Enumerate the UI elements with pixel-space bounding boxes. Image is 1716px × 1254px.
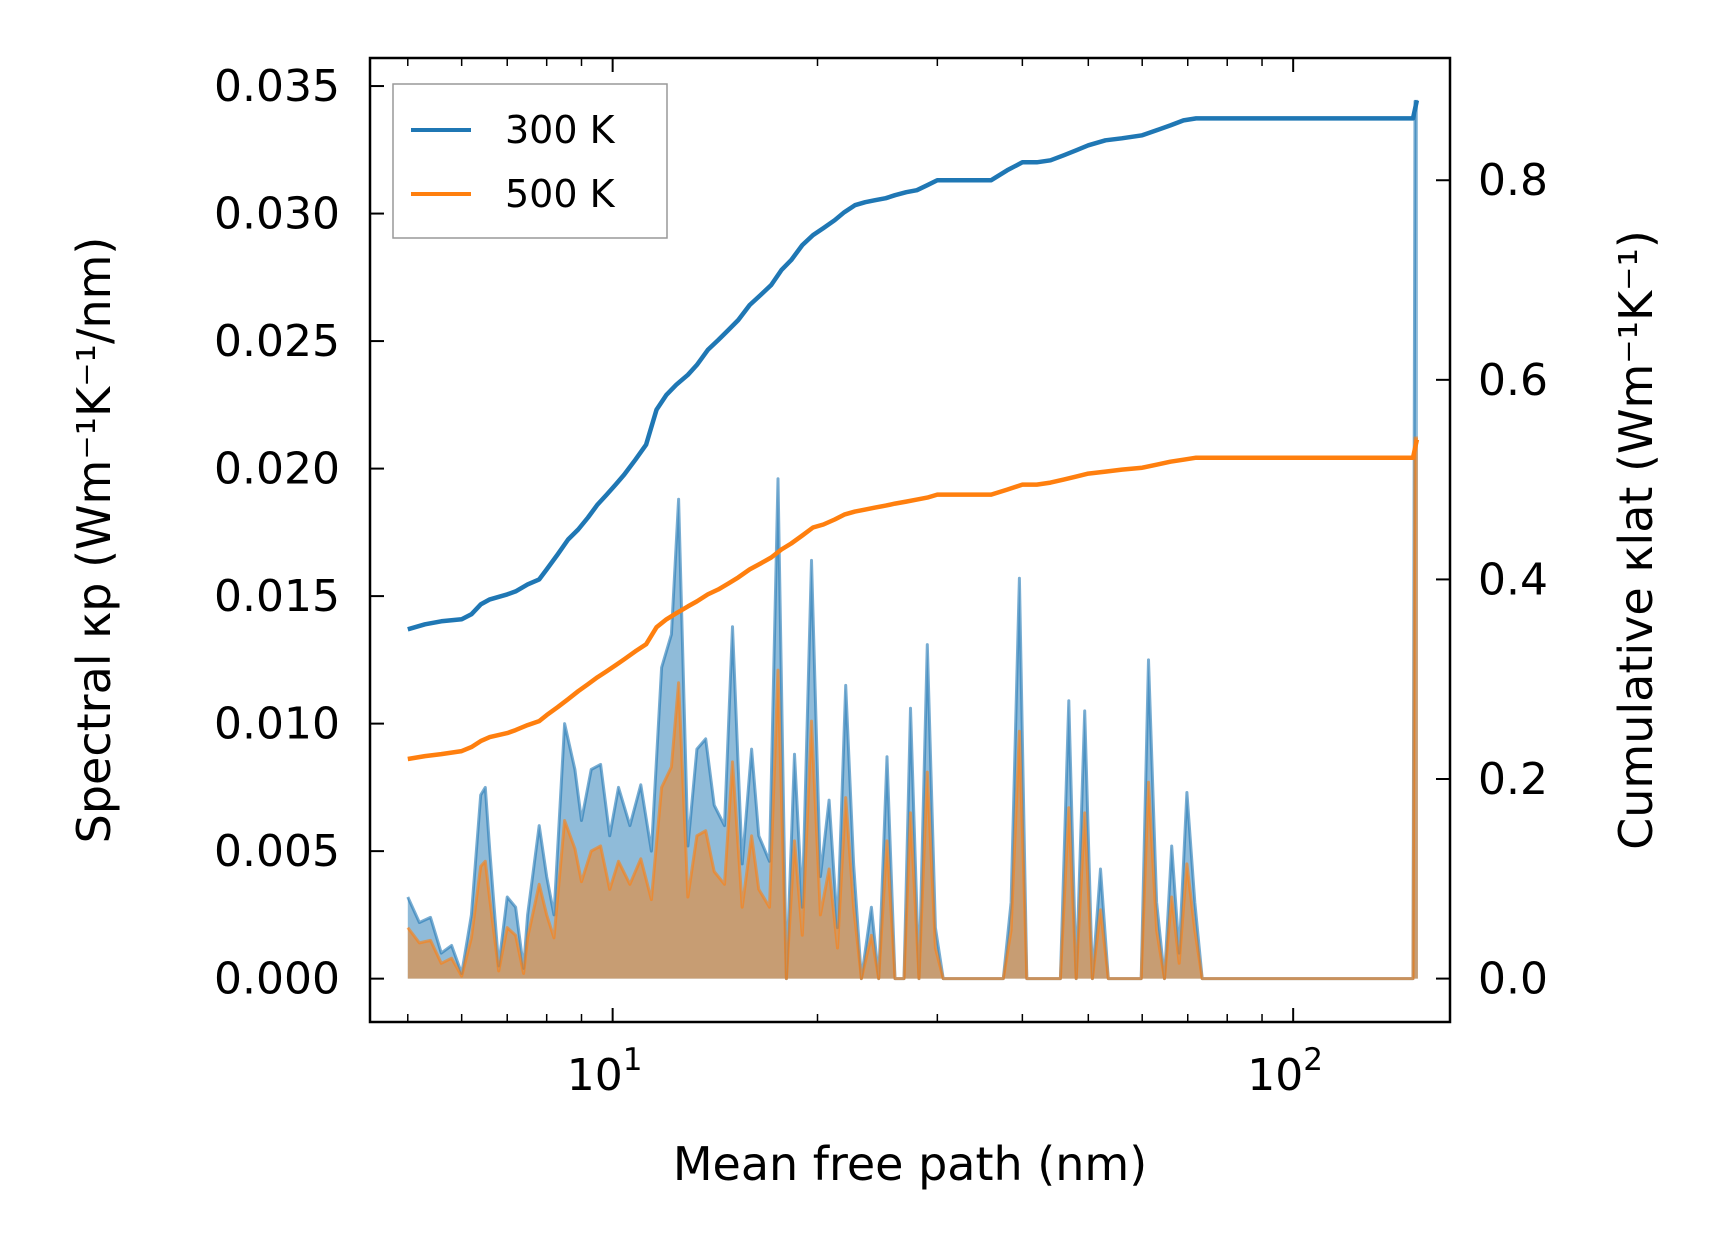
- series-area-500-k-spectral: [407, 438, 1418, 979]
- y-right-tick-label-2: 0.4: [1478, 554, 1548, 605]
- y-left-tick-label-7: 0.035: [214, 61, 340, 112]
- y-left-tick-label-4: 0.020: [214, 444, 340, 495]
- y-right-tick-label-3: 0.6: [1478, 355, 1548, 406]
- x-tick-label-1: 102: [1247, 1042, 1323, 1101]
- legend-label-500k: 500 K: [505, 172, 616, 216]
- y-left-tick-label-6: 0.030: [214, 189, 340, 240]
- y-axis-left-label: Spectral κp (Wm⁻¹K⁻¹/nm): [67, 237, 121, 844]
- y-left-tick-label-3: 0.015: [214, 571, 340, 622]
- axes-frame: [368, 56, 1452, 1024]
- x-axis-label: Mean free path (nm): [673, 1137, 1147, 1191]
- series-line-300-k: [407, 99, 1420, 632]
- legend: 300 K 500 K: [392, 83, 668, 239]
- y-left-tick-label-1: 0.005: [214, 826, 340, 877]
- legend-label-300k: 300 K: [505, 108, 616, 152]
- y-right-tick-label-1: 0.2: [1478, 754, 1548, 805]
- y-left-tick-label-0: 0.000: [214, 954, 340, 1005]
- y-right-tick-label-0: 0.0: [1478, 954, 1548, 1005]
- series-line-500-k-spectral: [406, 436, 1418, 981]
- series-group: [406, 99, 1420, 981]
- y-axis-right-label: Cumulative κlat (Wm⁻¹K⁻¹): [1609, 230, 1663, 850]
- legend-box: [392, 83, 668, 239]
- y-right-tick-label-4: 0.8: [1478, 155, 1548, 206]
- plot-area: [406, 99, 1420, 981]
- x-tick-label-0: 101: [567, 1042, 643, 1101]
- ticks: 101 1020.0000.0050.0100.0150.0200.0250.03…: [214, 58, 1548, 1101]
- series-line-500-k: [407, 439, 1420, 762]
- y-left-tick-label-2: 0.010: [214, 699, 340, 750]
- series-area-300-k-spectral: [407, 101, 1418, 979]
- y-left-tick-label-5: 0.025: [214, 316, 340, 367]
